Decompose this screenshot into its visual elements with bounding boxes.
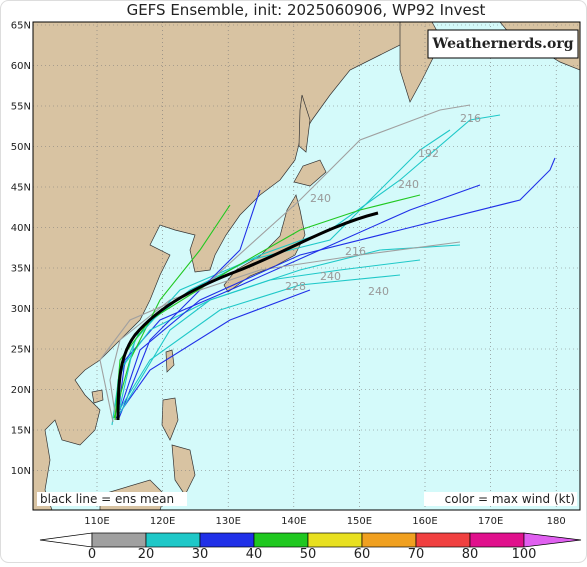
lat-label: 25N: [11, 345, 31, 356]
colorbar-tick-label: 0: [88, 547, 96, 562]
graticule: [33, 22, 580, 510]
watermark: Weathernerds.org: [432, 36, 574, 52]
map-border: [32, 21, 581, 511]
colorbar-segment: [469, 532, 525, 548]
colorbar-segment: [361, 532, 417, 548]
lat-label: 50N: [11, 142, 31, 153]
colorbar-segment: [199, 532, 255, 548]
lon-label: 130E: [215, 516, 240, 527]
colorbar-tick-label: 70: [408, 547, 425, 562]
map: 240 216 192 240 240 216 228 240: [33, 22, 580, 510]
lat-label: 55N: [11, 102, 31, 113]
note-left: black line = ens mean: [40, 492, 174, 506]
note-bg: [37, 492, 187, 506]
track-label: 240: [398, 178, 419, 191]
colorbar-tick-label: 60: [354, 547, 371, 562]
lat-label: 20N: [11, 385, 31, 396]
lat-label: 35N: [11, 264, 31, 275]
track-label: 240: [320, 270, 341, 283]
lon-label: 160E: [412, 516, 437, 527]
colorbar-tick-label: 50: [300, 547, 317, 562]
colorbar-tick-label: 20: [138, 547, 155, 562]
colorbar-tick-label: 40: [246, 547, 263, 562]
colorbar-segment: [145, 532, 201, 548]
lat-label: 30N: [11, 304, 31, 315]
lon-label: 180: [547, 516, 566, 527]
colorbar-segment: [307, 532, 363, 548]
track-label: 240: [368, 285, 389, 298]
lat-label: 15N: [11, 426, 31, 437]
note-bg: [424, 492, 577, 506]
lat-label: 10N: [11, 466, 31, 477]
lon-label: 140E: [281, 516, 306, 527]
colorbar-segment: [415, 532, 471, 548]
track-label: 228: [285, 280, 306, 293]
track-label: 240: [310, 192, 331, 205]
colorbar: 0 20 30 40 50 60 70 80 100: [39, 532, 582, 562]
lon-label: 110E: [84, 516, 109, 527]
colorbar-segment: [253, 532, 309, 548]
colorbar-tick-label: 100: [512, 547, 537, 562]
track-label: 216: [460, 112, 481, 125]
track-label: 192: [418, 147, 439, 160]
colorbar-tick-label: 30: [192, 547, 209, 562]
lon-label: 170E: [478, 516, 503, 527]
lat-label: 45N: [11, 183, 31, 194]
track-label: 216: [345, 245, 366, 258]
lat-label: 65N: [11, 21, 31, 32]
watermark-box: [427, 29, 579, 59]
ensemble-mean-track: [116, 211, 379, 421]
lon-label: 150E: [347, 516, 372, 527]
note-right: color = max wind (kt): [445, 492, 575, 506]
track-labels: 240 216 192 240 240 216 228 240: [285, 112, 481, 298]
colorbar-segment: [91, 532, 147, 548]
lat-label: 40N: [11, 223, 31, 234]
title: GEFS Ensemble, init: 2025060906, WP92 In…: [127, 1, 486, 19]
axis-labels: 65N 60N 55N 50N 45N 40N 35N 30N 25N 20N 15N 10N 110E…: [11, 21, 566, 528]
colorbar-end: [523, 532, 582, 548]
ensemble-tracks: [99, 104, 556, 426]
lat-label: 60N: [11, 61, 31, 72]
colorbar-tick-label: 80: [462, 547, 479, 562]
lon-label: 120E: [150, 516, 175, 527]
